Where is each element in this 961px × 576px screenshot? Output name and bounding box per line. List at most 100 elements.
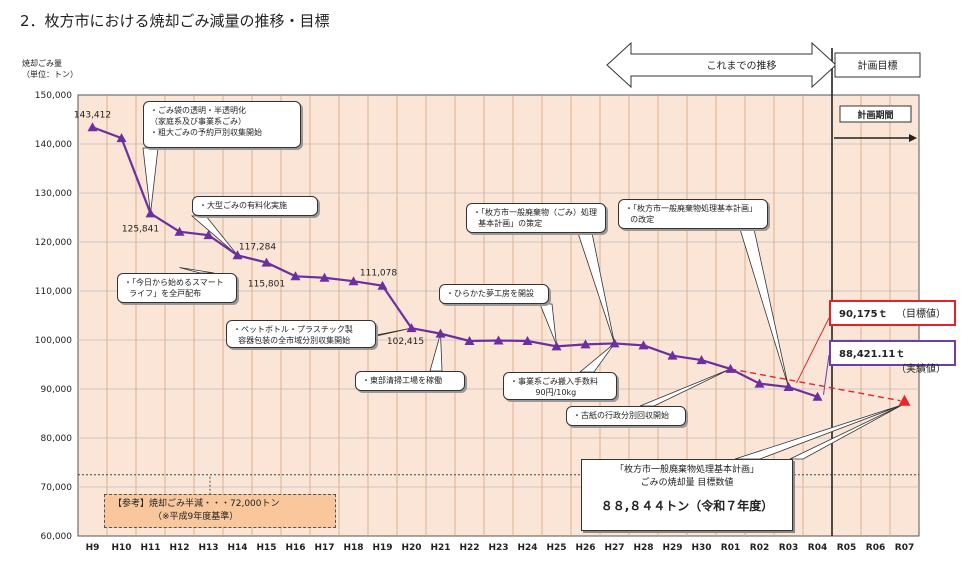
data-point	[232, 250, 243, 260]
x-tick-label: H30	[691, 543, 711, 553]
target-connector	[796, 317, 830, 384]
callout-pet-bottle: ・ペットボトル・プラスチック製 容器包装の全市域分別収集開始	[226, 320, 376, 348]
callout-pointer	[539, 303, 557, 346]
plan-period-label: 計画期間	[857, 109, 893, 121]
point-label: 102,415	[387, 337, 424, 347]
goal-line1: 「枚方市一般廃棄物処理基本計画」	[614, 465, 759, 475]
data-point	[435, 328, 446, 338]
callout-bag-transparency: ・ごみ袋の透明・半透明化 （家庭系及び事業系ごみ） ・粗大ごみの予約戸別収集開始	[143, 101, 301, 148]
data-point	[290, 271, 301, 281]
x-tick-label: H29	[662, 543, 682, 553]
target-value-box: 90,175ｔ （目標値）	[829, 300, 956, 326]
x-tick-label: H22	[459, 543, 479, 553]
callout-bulky-waste-fee: ・大型ごみの有料化実施	[192, 196, 318, 216]
data-point	[377, 280, 388, 290]
reference-line1: 【参考】焼却ごみ半減・・・72,000トン	[113, 499, 280, 509]
x-tick-label: R07	[895, 543, 914, 553]
data-point	[493, 335, 504, 345]
x-tick-label: H13	[198, 543, 218, 553]
data-point	[87, 122, 98, 132]
x-tick-label: R04	[808, 543, 827, 553]
x-tick-label: R01	[721, 543, 740, 553]
data-point	[406, 323, 417, 333]
plan-period-arrowhead	[909, 134, 917, 142]
callout-yume-kobo: ・ひらかた夢工房を開設	[439, 284, 549, 304]
data-point	[725, 363, 736, 373]
x-tick-label: R02	[750, 543, 769, 553]
x-tick-label: H23	[488, 543, 508, 553]
data-point	[522, 335, 533, 345]
history-label: これまでの推移	[707, 59, 777, 72]
data-point	[754, 378, 765, 388]
y-tick-label: 90,000	[41, 385, 73, 395]
point-label: 117,284	[239, 242, 276, 252]
data-point	[696, 355, 707, 365]
data-point	[638, 340, 649, 350]
callout-business-fee: ・事業系ごみ搬入手数料 90円/10kg	[503, 372, 617, 400]
y-axis-label-line1: 焼却ごみ量	[22, 59, 62, 68]
target-label: （目標値）	[896, 309, 946, 320]
x-tick-label: R05	[837, 543, 856, 553]
reference-line2: （※平成9年度基準）	[153, 512, 239, 522]
x-tick-label: H21	[430, 543, 450, 553]
actual-value-box: 88,421.11ｔ （実績値）	[829, 340, 956, 375]
x-tick-label: H19	[372, 543, 392, 553]
x-tick-label: H17	[314, 543, 334, 553]
data-point	[609, 338, 620, 348]
callout-east-plant: ・東部清掃工場を稼働	[355, 371, 465, 391]
target-value: 90,175ｔ	[839, 309, 888, 320]
goal-line3: ８８,８４４トン（令和７年度）	[600, 499, 774, 513]
callout-paper-collection: ・古紙の行政分別回収開始	[566, 406, 686, 426]
callout-pointer	[577, 232, 615, 344]
y-tick-label: 140,000	[35, 140, 72, 150]
y-tick-label: 130,000	[35, 189, 72, 199]
y-tick-label: 120,000	[35, 238, 72, 248]
series-line	[92, 126, 818, 398]
x-tick-label: H10	[111, 543, 131, 553]
callout-smart-life: ・「今日から始めるスマート ライフ」を全戸配布	[117, 273, 237, 303]
callout-pointer	[142, 147, 159, 214]
y-tick-label: 110,000	[35, 287, 72, 297]
callout-pointer	[190, 215, 238, 256]
y-tick-label: 80,000	[41, 434, 73, 444]
actual-label: （実績値）	[896, 364, 946, 375]
point-label: 125,841	[122, 224, 159, 234]
data-point	[812, 391, 823, 401]
data-point	[116, 133, 127, 143]
data-point	[145, 208, 156, 218]
target-marker	[898, 394, 911, 406]
page-title: 2．枚方市における焼却ごみ減量の推移・目標	[20, 12, 330, 30]
data-point	[261, 257, 272, 267]
data-point	[667, 350, 678, 360]
point-label: 115,801	[248, 280, 285, 290]
x-tick-label: H11	[140, 543, 160, 553]
actual-connector	[823, 354, 830, 395]
goal-line2: ごみの焼却量 目標数値	[640, 478, 734, 488]
data-point	[319, 272, 330, 282]
reference-box: 【参考】焼却ごみ半減・・・72,000トン （※平成9年度基準）	[104, 494, 336, 528]
plan-label-box	[834, 52, 921, 78]
plan-label: 計画目標	[858, 59, 898, 72]
data-point	[464, 335, 475, 345]
x-tick-label: H15	[256, 543, 276, 553]
point-label: 143,412	[74, 110, 111, 120]
x-tick-label: H27	[604, 543, 624, 553]
x-tick-label: H18	[343, 543, 363, 553]
plan-goal-box: 「枚方市一般廃棄物処理基本計画」 ごみの焼却量 目標数値 ８８,８４４トン（令和…	[581, 459, 793, 531]
y-tick-label: 70,000	[41, 483, 73, 493]
x-tick-label: H16	[285, 543, 305, 553]
data-point	[580, 339, 591, 349]
data-point	[551, 341, 562, 351]
data-point	[348, 276, 359, 286]
data-point	[783, 382, 794, 392]
x-tick-label: R03	[779, 543, 798, 553]
goal-pointer	[789, 404, 903, 460]
target-line	[730, 368, 901, 402]
data-point	[174, 226, 185, 236]
y-axis-label-line2: （単位：トン）	[22, 70, 78, 79]
x-tick-label: H24	[517, 543, 537, 553]
y-tick-label: 150,000	[35, 91, 72, 101]
point-label: 111,078	[360, 269, 397, 279]
x-tick-label: H28	[633, 543, 653, 553]
x-tick-label: H14	[227, 543, 247, 553]
